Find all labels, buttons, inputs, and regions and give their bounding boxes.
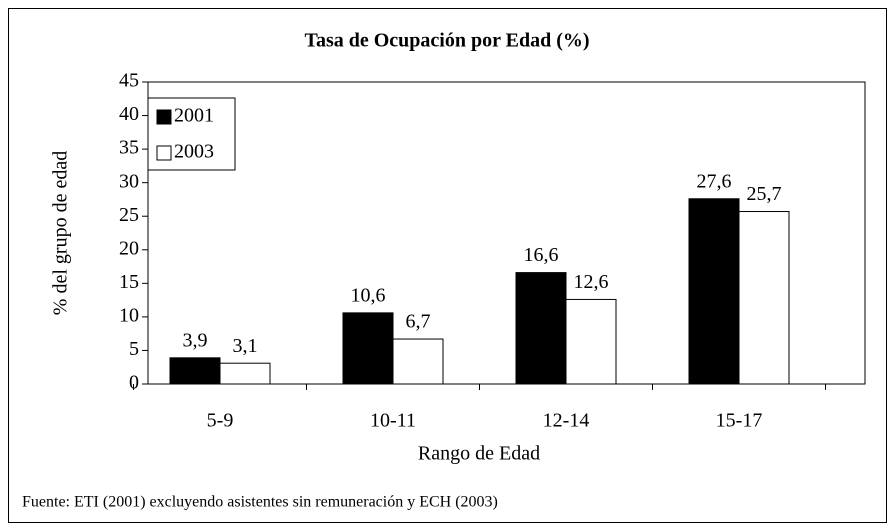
x-tick-label: 10-11 bbox=[370, 410, 416, 432]
bar bbox=[169, 357, 221, 385]
footnote: Fuente: ETI (2001) excluyendo asistentes… bbox=[22, 494, 498, 511]
bar bbox=[342, 312, 394, 385]
y-tick-label: 10 bbox=[119, 304, 139, 326]
value-label: 16,6 bbox=[524, 244, 559, 266]
value-label: 6,7 bbox=[406, 311, 431, 333]
x-axis-title: Rango de Edad bbox=[418, 443, 540, 465]
legend-swatch bbox=[156, 109, 172, 125]
bar bbox=[738, 211, 790, 385]
y-axis-title: % del grupo de edad bbox=[50, 151, 72, 315]
y-tick-label: 15 bbox=[119, 271, 139, 293]
y-tick-label: 35 bbox=[119, 137, 139, 159]
bar bbox=[688, 198, 740, 385]
value-label: 3,1 bbox=[233, 335, 258, 357]
y-tick-label: 0 bbox=[129, 372, 139, 394]
y-tick-label: 5 bbox=[129, 338, 139, 360]
y-tick-label: 20 bbox=[119, 237, 139, 259]
value-label: 12,6 bbox=[574, 271, 609, 293]
y-tick-label: 30 bbox=[119, 170, 139, 192]
bar bbox=[219, 362, 271, 385]
value-label: 10,6 bbox=[351, 284, 386, 306]
chart-title: Tasa de Ocupación por Edad (%) bbox=[304, 30, 589, 52]
legend-label: 2001 bbox=[174, 105, 214, 127]
bar bbox=[565, 298, 617, 385]
legend-swatch bbox=[156, 145, 172, 161]
y-tick-label: 40 bbox=[119, 103, 139, 125]
value-label: 27,6 bbox=[697, 170, 732, 192]
y-tick-label: 45 bbox=[119, 70, 139, 92]
x-tick-label: 5-9 bbox=[207, 410, 234, 432]
bar bbox=[515, 272, 567, 385]
value-label: 3,9 bbox=[183, 329, 208, 351]
value-label: 25,7 bbox=[747, 183, 782, 205]
bar bbox=[392, 338, 444, 385]
legend-label: 2003 bbox=[174, 141, 214, 163]
x-tick-label: 12-14 bbox=[543, 410, 590, 432]
y-tick-label: 25 bbox=[119, 204, 139, 226]
x-tick-label: 15-17 bbox=[716, 410, 763, 432]
